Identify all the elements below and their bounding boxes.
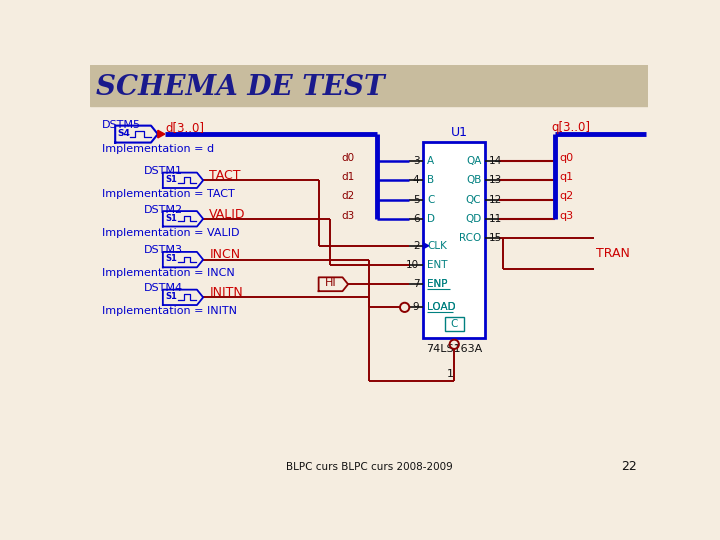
Text: Implementation = INITN: Implementation = INITN [102, 306, 237, 316]
Bar [423, 142, 485, 338]
Text: d3: d3 [342, 211, 355, 221]
Text: SCHEMA DE TEST: SCHEMA DE TEST [96, 75, 384, 102]
Text: 74LS163A: 74LS163A [426, 344, 482, 354]
Text: A: A [427, 156, 434, 166]
Text: q1: q1 [559, 172, 573, 182]
Text: Implementation = TACT: Implementation = TACT [102, 189, 235, 199]
Text: B: B [427, 176, 434, 185]
Text: RCO: RCO [459, 233, 482, 243]
Text: 15: 15 [489, 233, 503, 243]
Text: S1: S1 [165, 292, 177, 301]
Text: DSTM3: DSTM3 [144, 245, 184, 255]
Text: d0: d0 [342, 153, 355, 163]
Text: BLPC curs BLPC curs 2008-2009: BLPC curs BLPC curs 2008-2009 [286, 462, 452, 472]
Text: d2: d2 [342, 192, 355, 201]
Text: LOAD: LOAD [427, 302, 456, 312]
Text: ENT: ENT [427, 260, 448, 270]
Text: C: C [451, 319, 458, 329]
Text: ENP: ENP [427, 279, 448, 289]
Text: DSTM5: DSTM5 [102, 120, 140, 130]
Text: 7: 7 [413, 279, 419, 289]
Text: D: D [427, 214, 435, 224]
Text: TRAN: TRAN [596, 247, 630, 260]
Text: DSTM4: DSTM4 [144, 283, 184, 293]
Text: LOAD: LOAD [427, 302, 456, 312]
Text: Implementation = VALID: Implementation = VALID [102, 228, 239, 238]
Text: 10: 10 [406, 260, 419, 270]
Text: S1: S1 [165, 175, 177, 184]
Text: 22: 22 [621, 460, 636, 473]
Text: VALID: VALID [210, 208, 246, 221]
Text: INITN: INITN [210, 286, 243, 299]
Text: ENP: ENP [427, 279, 448, 289]
Text: S4: S4 [117, 129, 130, 138]
Text: C: C [427, 194, 434, 205]
Text: QD: QD [465, 214, 482, 224]
Text: 11: 11 [489, 214, 503, 224]
Text: Implementation = d: Implementation = d [102, 145, 214, 154]
Text: Implementation = INCN: Implementation = INCN [102, 268, 235, 279]
Text: 1: 1 [447, 369, 454, 379]
Text: U1: U1 [451, 126, 467, 139]
Text: q2: q2 [559, 192, 573, 201]
Text: q[3..0]: q[3..0] [551, 120, 590, 134]
Bar [445, 318, 464, 331]
Text: 14: 14 [489, 156, 503, 166]
Text: 2: 2 [413, 241, 419, 251]
Bar [90, 65, 648, 106]
Text: q0: q0 [559, 153, 573, 163]
Text: QC: QC [466, 194, 482, 205]
Text: S1: S1 [165, 254, 177, 264]
Text: QB: QB [466, 176, 482, 185]
Text: 12: 12 [489, 194, 503, 205]
Polygon shape [158, 130, 165, 138]
Text: INCN: INCN [210, 248, 240, 261]
Text: S1: S1 [165, 213, 177, 222]
Text: 13: 13 [489, 176, 503, 185]
Text: 3: 3 [413, 156, 419, 166]
Text: HI: HI [325, 279, 336, 288]
Polygon shape [423, 243, 428, 249]
Text: TACT: TACT [210, 169, 241, 182]
Text: d1: d1 [342, 172, 355, 182]
Text: DSTM2: DSTM2 [144, 205, 184, 214]
Text: DSTM1: DSTM1 [144, 166, 184, 176]
Text: q3: q3 [559, 211, 573, 221]
Text: 6: 6 [413, 214, 419, 224]
Text: QA: QA [466, 156, 482, 166]
Text: 5: 5 [413, 194, 419, 205]
Text: 9: 9 [413, 302, 419, 312]
Text: d[3..0]: d[3..0] [166, 120, 204, 134]
Text: 4: 4 [413, 176, 419, 185]
Text: CLK: CLK [427, 241, 447, 251]
